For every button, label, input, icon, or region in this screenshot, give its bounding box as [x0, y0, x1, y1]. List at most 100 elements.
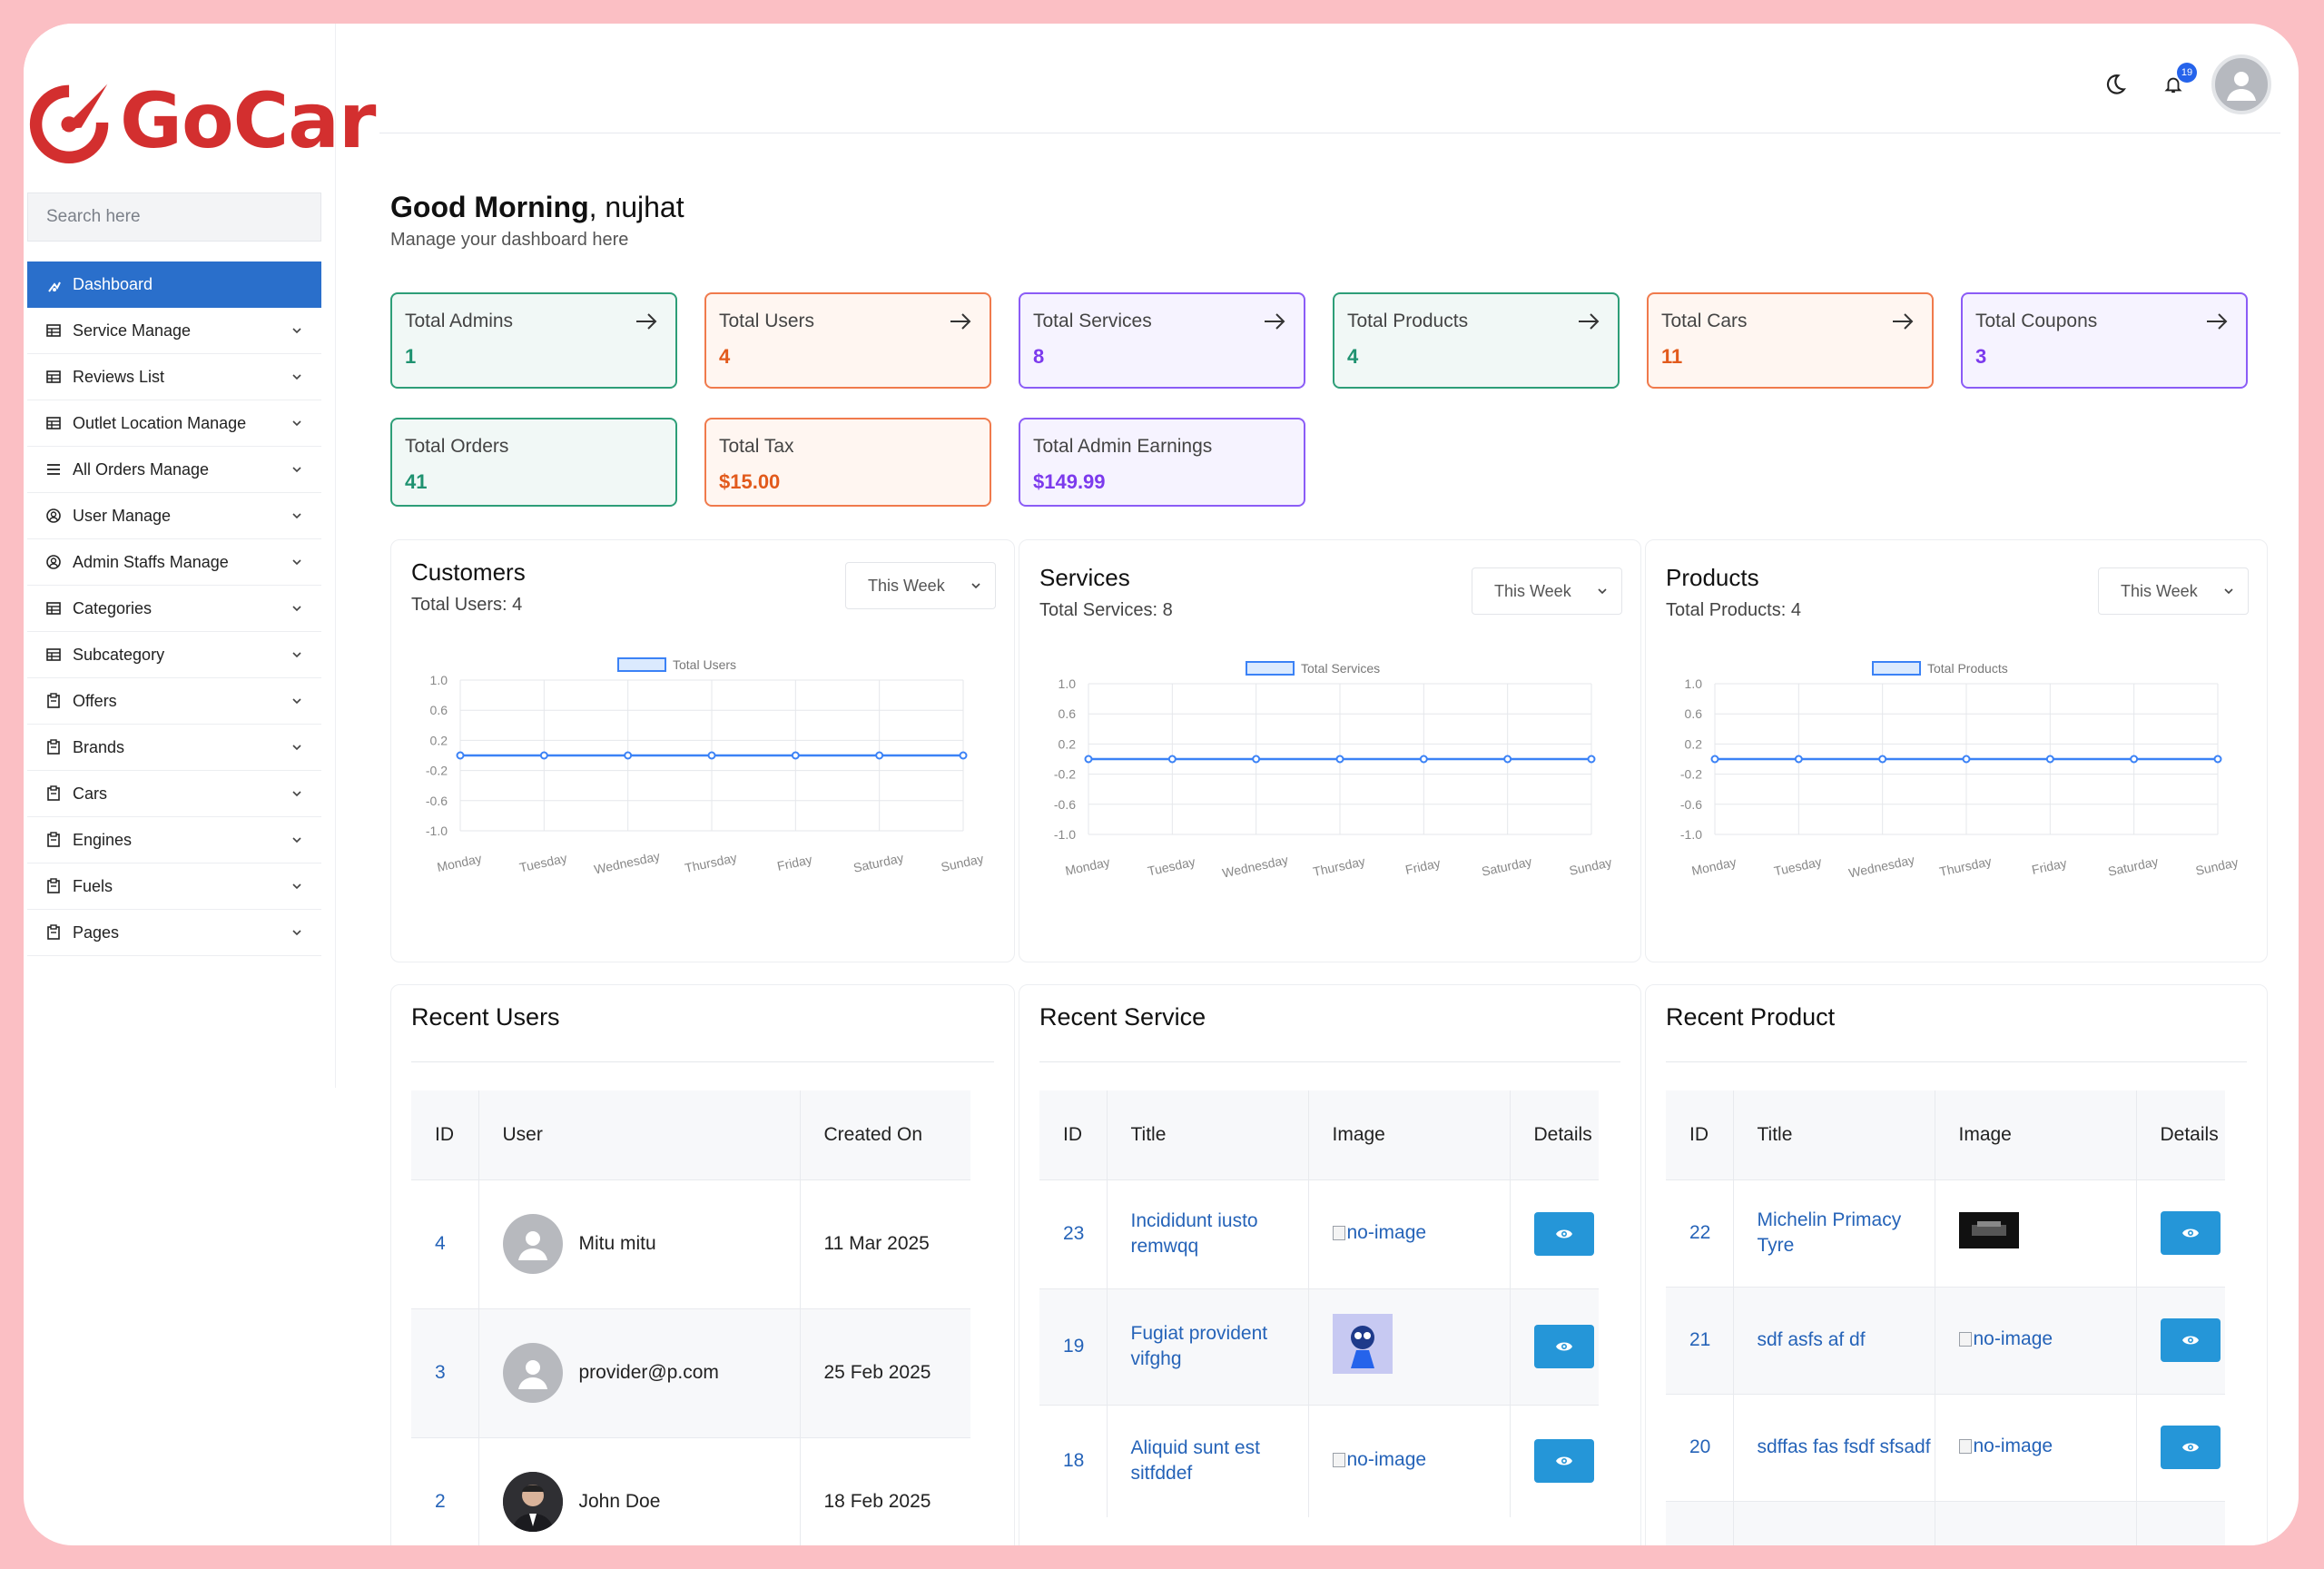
arrow-right-icon — [1579, 313, 1600, 330]
row-id[interactable] — [1666, 1500, 1734, 1545]
sidebar-item-dashboard[interactable]: Dashboard — [27, 262, 321, 308]
notifications-button[interactable]: 19 — [2155, 63, 2197, 103]
period-select[interactable]: This Week — [845, 562, 996, 609]
sidebar-item-pages[interactable]: Pages — [27, 910, 321, 956]
dark-mode-toggle[interactable] — [2097, 66, 2133, 103]
data-point[interactable] — [1335, 755, 1344, 764]
stat-card-total-services[interactable]: Total Services 8 — [1019, 292, 1305, 389]
x-tick-label: Monday — [436, 851, 483, 874]
row-id[interactable]: 23 — [1039, 1179, 1108, 1288]
stat-card-total-cars[interactable]: Total Cars 11 — [1647, 292, 1934, 389]
sidebar-item-outlet-location-manage[interactable]: Outlet Location Manage — [27, 400, 321, 447]
view-details-button[interactable] — [1533, 1212, 1594, 1256]
row-id[interactable]: 22 — [1666, 1179, 1734, 1287]
x-tick-label: Saturday — [1481, 854, 1533, 878]
data-point[interactable] — [2130, 755, 2139, 764]
data-point[interactable] — [1794, 755, 1803, 764]
user-circle-icon — [45, 508, 62, 524]
sidebar-item-subcategory[interactable]: Subcategory — [27, 632, 321, 678]
col-details: Details — [2136, 1090, 2225, 1179]
data-point[interactable] — [1419, 755, 1428, 764]
x-tick-label: Saturday — [2107, 854, 2160, 878]
item-title-link[interactable]: sdf asfs af df — [1757, 1329, 1866, 1350]
gocar-logo-icon — [29, 80, 114, 164]
data-point[interactable] — [1167, 755, 1177, 764]
data-point[interactable] — [791, 751, 800, 760]
data-point[interactable] — [1878, 755, 1887, 764]
stat-card-total-tax[interactable]: Total Tax $15.00 — [704, 418, 991, 507]
search-input[interactable] — [46, 207, 302, 227]
stat-card-total-coupons[interactable]: Total Coupons 3 — [1961, 292, 2248, 389]
data-point[interactable] — [1503, 755, 1512, 764]
view-details-button[interactable] — [1533, 1439, 1594, 1484]
sidebar-item-offers[interactable]: Offers — [27, 678, 321, 725]
data-point[interactable] — [1084, 755, 1093, 764]
sidebar-item-brands[interactable]: Brands — [27, 725, 321, 771]
title-cell: Fugiat provident vifghg — [1107, 1288, 1309, 1405]
sidebar-item-reviews-list[interactable]: Reviews List — [27, 354, 321, 400]
stat-card-total-products[interactable]: Total Products 4 — [1333, 292, 1620, 389]
stat-card-total-orders[interactable]: Total Orders 41 — [390, 418, 677, 507]
x-tick-label: Tuesday — [1773, 854, 1823, 879]
sidebar-item-label: Dashboard — [73, 275, 153, 293]
sidebar-item-service-manage[interactable]: Service Manage — [27, 308, 321, 354]
row-id[interactable]: 4 — [411, 1179, 479, 1308]
data-point[interactable] — [1252, 755, 1261, 764]
item-title-link[interactable]: Incididunt iusto remwqq — [1130, 1210, 1258, 1257]
sidebar-item-admin-staffs-manage[interactable]: Admin Staffs Manage — [27, 539, 321, 586]
data-point[interactable] — [539, 751, 548, 760]
row-id[interactable]: 3 — [411, 1308, 479, 1437]
data-point[interactable] — [959, 751, 968, 760]
data-point[interactable] — [2045, 755, 2054, 764]
data-point[interactable] — [456, 751, 465, 760]
sidebar-item-engines[interactable]: Engines — [27, 817, 321, 863]
item-title-link[interactable]: Quo blanditiis — [1758, 1542, 1935, 1545]
chevron-down-icon — [292, 513, 301, 519]
item-title-link[interactable]: Fugiat provident vifghg — [1130, 1323, 1268, 1369]
sidebar-item-fuels[interactable]: Fuels — [27, 863, 321, 910]
view-details-button[interactable] — [1533, 1325, 1594, 1368]
sidebar-item-user-manage[interactable]: User Manage — [27, 493, 321, 539]
recent-users-panel: Recent Users ID User Created On 4 Mitu mi… — [390, 984, 1015, 1545]
period-select[interactable]: This Week — [2098, 567, 2249, 615]
sidebar-item-cars[interactable]: Cars — [27, 771, 321, 817]
row-id[interactable]: 19 — [1039, 1288, 1108, 1405]
sidebar-item-all-orders-manage[interactable]: All Orders Manage — [27, 447, 321, 493]
x-tick-label: Friday — [1404, 855, 1442, 877]
topbar-actions: 19 — [2075, 54, 2271, 114]
sidebar-item-categories[interactable]: Categories — [27, 586, 321, 632]
stat-value: $15.00 — [719, 470, 781, 493]
item-title-link[interactable]: Michelin Primacy Tyre — [1757, 1209, 1902, 1256]
data-point[interactable] — [1710, 755, 1719, 764]
period-select[interactable]: This Week — [1472, 567, 1622, 615]
data-point[interactable] — [1962, 755, 1971, 764]
data-point[interactable] — [2213, 755, 2222, 764]
logo[interactable]: GoCar — [27, 76, 376, 165]
view-details-button[interactable] — [2160, 1426, 2221, 1469]
details-cell — [2136, 1500, 2225, 1545]
row-id[interactable]: 18 — [1039, 1404, 1108, 1517]
default-avatar-icon — [502, 1343, 563, 1403]
data-point[interactable] — [624, 751, 633, 760]
data-point[interactable] — [1587, 755, 1596, 764]
row-id[interactable]: 2 — [411, 1436, 479, 1545]
panel-divider — [411, 1061, 994, 1062]
view-details-button[interactable] — [2160, 1318, 2221, 1362]
item-title-link[interactable]: Aliquid sunt est sitfddef — [1130, 1437, 1260, 1485]
stat-value: 41 — [405, 470, 428, 493]
stat-card-total-admin-earnings[interactable]: Total Admin Earnings $149.99 — [1019, 418, 1305, 507]
stat-card-total-admins[interactable]: Total Admins 1 — [390, 292, 677, 389]
stat-card-total-users[interactable]: Total Users 4 — [704, 292, 991, 389]
view-details-button[interactable] — [2160, 1211, 2221, 1255]
sidebar-search[interactable] — [27, 192, 321, 242]
chevron-down-icon — [292, 606, 301, 612]
arrow-right-icon — [1893, 313, 1914, 330]
user-avatar[interactable] — [2211, 54, 2271, 114]
data-point[interactable] — [707, 751, 716, 760]
recent-service-title: Recent Service — [1039, 1003, 1206, 1031]
item-title-link[interactable]: sdffas fas fsdf sfsadf — [1757, 1436, 1931, 1457]
chevron-down-icon — [292, 328, 301, 334]
data-point[interactable] — [875, 751, 884, 760]
row-id[interactable]: 21 — [1666, 1286, 1734, 1394]
row-id[interactable]: 20 — [1666, 1393, 1734, 1501]
